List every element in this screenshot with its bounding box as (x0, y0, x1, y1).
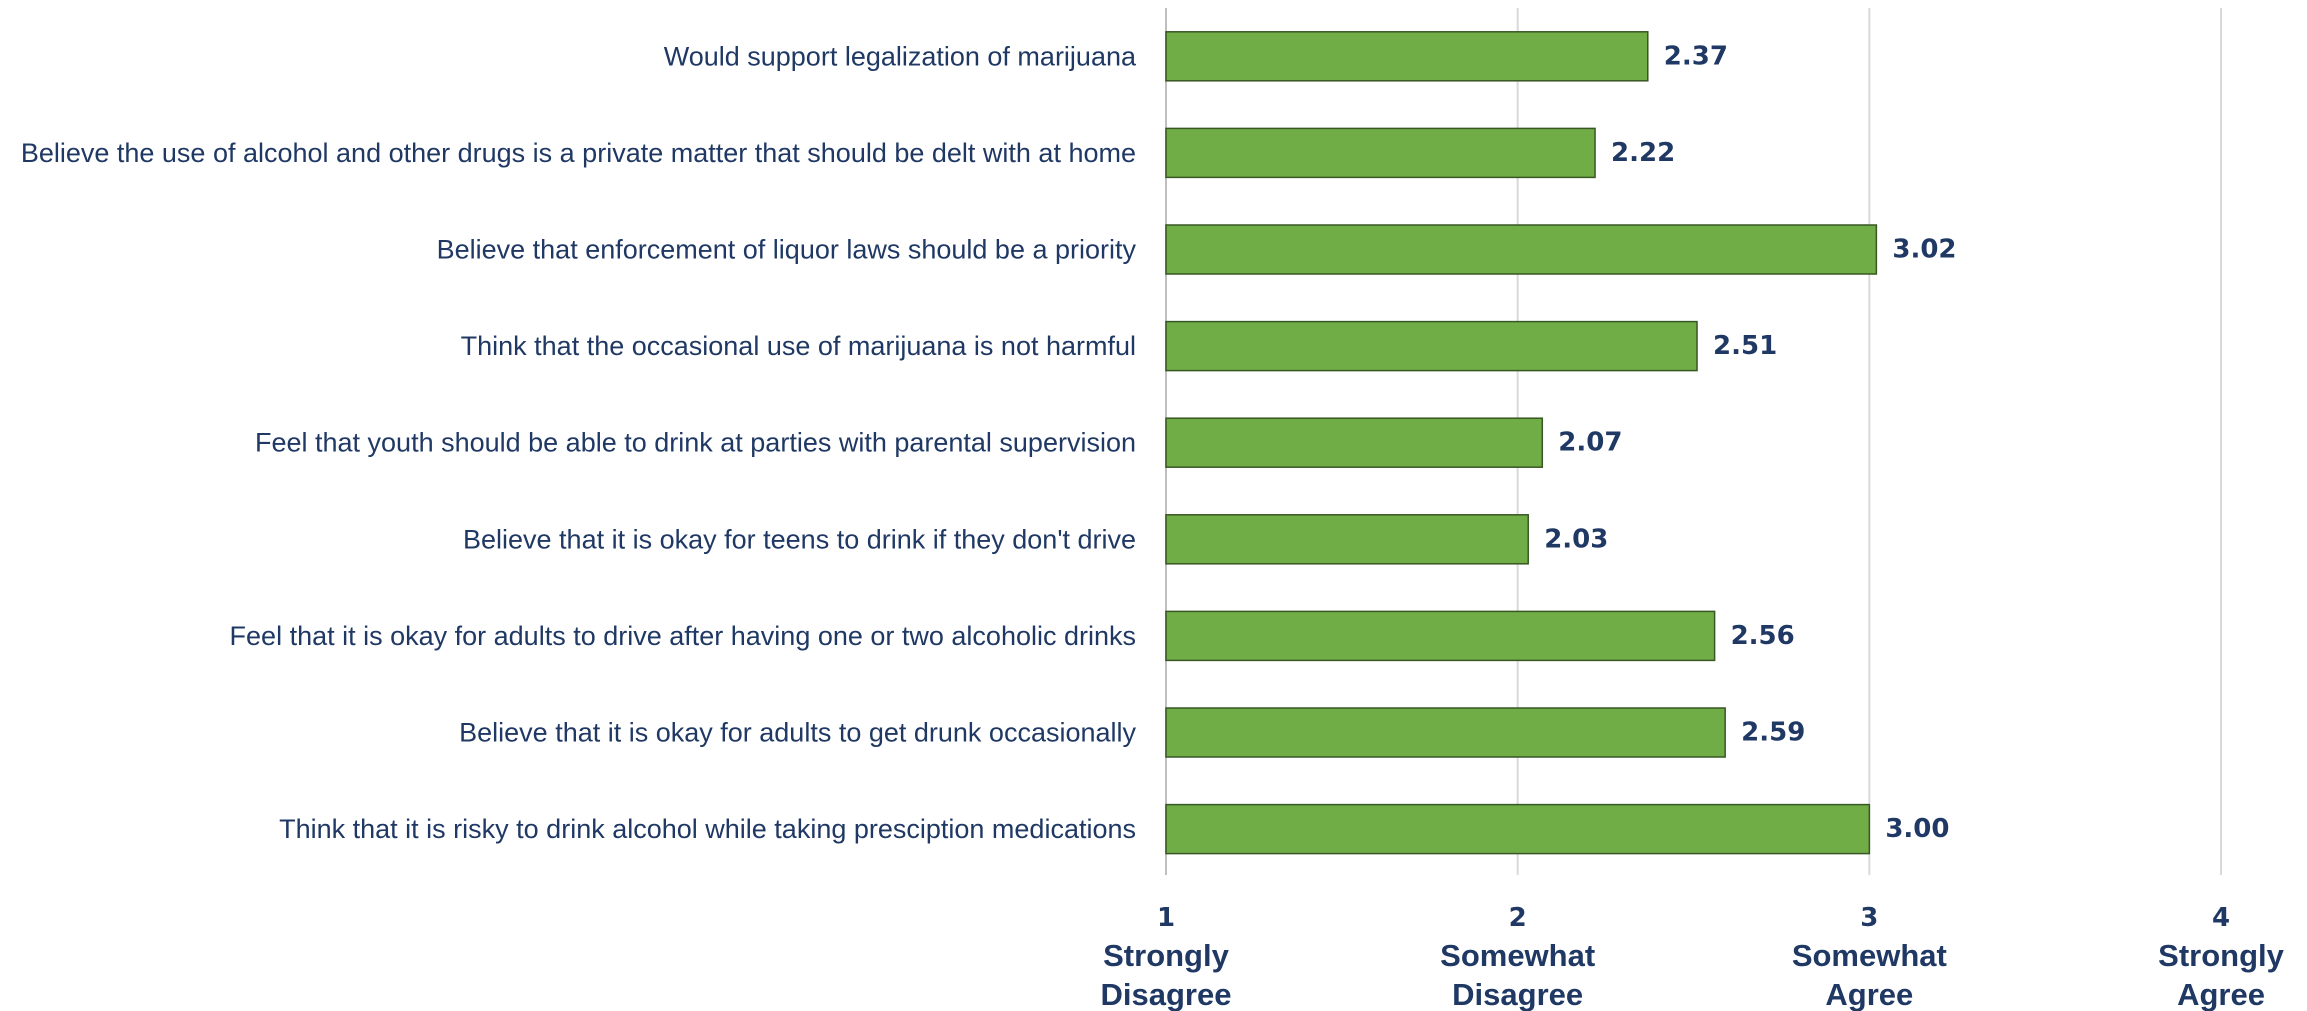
bars (1165, 31, 1878, 855)
x-tick-number-4: 4 (2212, 903, 2230, 933)
category-label-9: Think that it is risky to drink alcohol … (279, 814, 1136, 844)
x-tick-label-line2-1: Disagree (1101, 977, 1232, 1011)
x-axis-ticks: 1 Strongly Disagree 2 Somewhat Disagree 3 Somew… (1101, 903, 2285, 1011)
bar-8 (1165, 707, 1726, 758)
x-tick-label-line1-3: Somewhat (1792, 938, 1947, 973)
x-tick-number-1: 1 (1157, 903, 1175, 933)
category-label-1: Would support legalization of marijuana (664, 41, 1137, 71)
category-label-6: Believe that it is okay for teens to dri… (463, 524, 1136, 554)
data-label-2: 2.22 (1611, 138, 1675, 168)
data-label-9: 3.00 (1885, 814, 1949, 844)
bar-5 (1165, 417, 1544, 468)
category-label-7: Feel that it is okay for adults to drive… (230, 621, 1136, 651)
bar-3 (1165, 224, 1878, 275)
data-label-6: 2.03 (1544, 524, 1608, 554)
bar-1 (1165, 31, 1649, 82)
x-tick-label-line2-3: Agree (1825, 977, 1913, 1011)
x-tick-label-line1-2: Somewhat (1440, 938, 1595, 973)
data-label-5: 2.07 (1558, 428, 1622, 458)
data-labels: 2.37 2.22 3.02 2.51 2.07 2.03 2.56 2.59 3.00 (1544, 41, 1956, 844)
category-label-3: Believe that enforcement of liquor laws … (437, 235, 1137, 265)
x-tick-label-line2-2: Disagree (1452, 977, 1583, 1011)
category-labels: Would support legalization of marijuana B… (21, 41, 1137, 844)
x-tick-label-line1-1: Strongly (1103, 938, 1229, 973)
x-tick-label-line1-4: Strongly (2158, 938, 2284, 973)
category-label-5: Feel that youth should be able to drink … (255, 428, 1136, 458)
data-label-3: 3.02 (1892, 235, 1956, 265)
data-label-4: 2.51 (1713, 331, 1777, 361)
x-tick-label-line2-4: Agree (2177, 977, 2265, 1011)
x-tick-number-3: 3 (1860, 903, 1878, 933)
data-label-8: 2.59 (1741, 718, 1805, 748)
category-label-2: Believe the use of alcohol and other dru… (21, 138, 1136, 168)
bar-9 (1165, 803, 1871, 855)
data-label-1: 2.37 (1664, 41, 1728, 71)
bar-6 (1165, 514, 1529, 565)
data-label-7: 2.56 (1731, 621, 1795, 651)
bar-4 (1165, 320, 1698, 372)
x-tick-number-2: 2 (1509, 903, 1527, 933)
bar-7 (1165, 610, 1716, 662)
bar-2 (1165, 127, 1596, 179)
category-label-8: Believe that it is okay for adults to ge… (459, 718, 1136, 748)
category-label-4: Think that the occasional use of marijua… (461, 331, 1136, 361)
